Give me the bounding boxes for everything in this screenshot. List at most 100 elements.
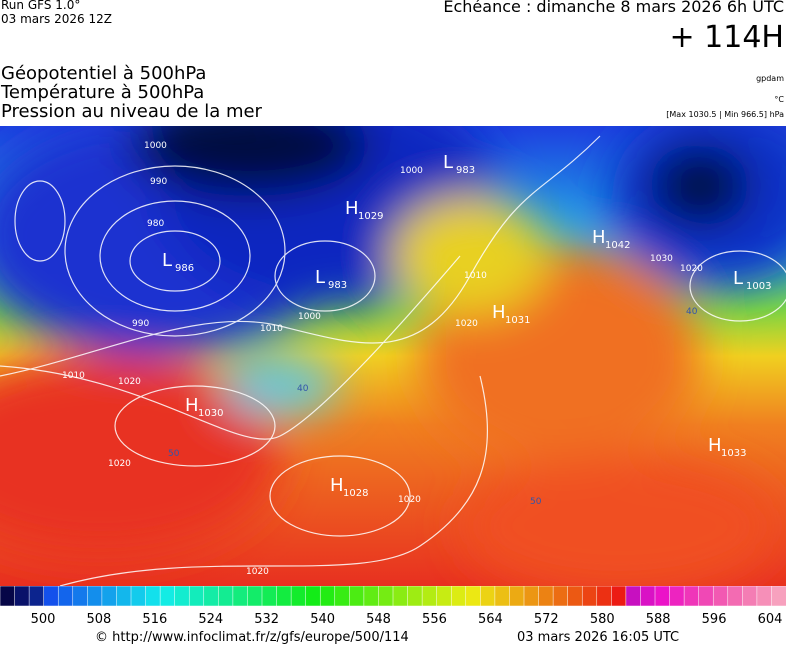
isobar-label: 1020 — [455, 319, 478, 329]
pressure-center-letter: H — [492, 302, 506, 323]
pressure-center-letter: H — [345, 198, 359, 219]
colorbar-label: 500 — [31, 612, 56, 627]
colorbar-label: 580 — [590, 612, 615, 627]
colorbar-swatch — [392, 586, 409, 607]
colorbar-swatch — [654, 586, 671, 607]
pressure-center-value: 1042 — [605, 240, 630, 251]
isobar-label: 1000 — [400, 166, 423, 176]
unit: °C — [774, 95, 784, 104]
colorbar-swatch — [247, 586, 263, 607]
colorbar-swatch — [159, 586, 176, 607]
isobar-label: 990 — [132, 319, 149, 329]
isobar-label: 1000 — [298, 312, 321, 322]
colorbar-swatch — [87, 586, 103, 607]
pressure-center-value: 1031 — [505, 315, 530, 326]
colorbar-swatch — [538, 586, 554, 607]
pressure-center-letter: L — [162, 250, 172, 271]
colorbar-swatch — [727, 586, 744, 607]
pressure-center-value: 1033 — [721, 448, 746, 459]
colorbar-swatch — [509, 586, 525, 607]
colorbar-swatch — [28, 586, 45, 607]
isobar-label: 40 — [686, 307, 698, 317]
source-url: © http://www.infoclimat.fr/z/gfs/europe/… — [95, 630, 409, 645]
colorbar-swatch — [290, 586, 307, 607]
colorbar-swatch — [625, 586, 642, 607]
field-title: Géopotentiel à 500hPa — [1, 63, 207, 84]
colorbar-swatch — [611, 586, 627, 607]
colorbar-swatch — [683, 586, 700, 607]
colorbar-swatch — [712, 586, 729, 607]
isobar-label: 50 — [530, 497, 542, 507]
colorbar-swatch — [581, 586, 598, 607]
colorbar-swatch — [334, 586, 351, 607]
run: Run GFS 1.0° — [1, 0, 81, 12]
colorbar-swatch — [756, 586, 773, 607]
pressure-center-letter: L — [733, 268, 743, 289]
colorbar-swatch — [188, 586, 205, 607]
colorbar-swatch — [72, 586, 89, 607]
isobar-label: 1000 — [144, 141, 167, 151]
colorbar-swatch — [349, 586, 365, 607]
colorbar-swatch — [480, 586, 496, 607]
colorbar-swatch — [494, 586, 511, 607]
colorbar-swatch — [742, 586, 758, 607]
isobar-label: 980 — [147, 219, 164, 229]
pressure-center-letter: H — [185, 395, 199, 416]
colorbar-swatch — [421, 586, 438, 607]
colorbar-swatch — [523, 586, 540, 607]
pressure-center-value: 1029 — [358, 211, 383, 222]
colorbar-swatch — [57, 586, 74, 607]
isobar-label: 1010 — [464, 271, 487, 281]
colorbar-swatch — [0, 586, 16, 607]
pressure-center-value: 983 — [456, 165, 475, 176]
colorbar-swatch — [465, 586, 482, 607]
colorbar-label: 596 — [702, 612, 727, 627]
isobar-label: 1030 — [650, 254, 673, 264]
pressure-center-letter: H — [708, 435, 722, 456]
unit: [Max 1030.5 | Min 966.5] hPa — [666, 110, 784, 119]
colorbar-swatch — [407, 586, 423, 607]
colorbar-swatch — [261, 586, 278, 607]
colorbar-swatch — [174, 586, 190, 607]
valid-time: Echéance : dimanche 8 mars 2026 6h UTC — [443, 0, 784, 16]
colorbar-swatch — [552, 586, 569, 607]
colorbar-label: 572 — [534, 612, 559, 627]
colorbar-swatch — [276, 586, 292, 607]
isobar-label: 40 — [297, 384, 309, 394]
colorbar-swatch — [436, 586, 452, 607]
colorbar-swatch — [567, 586, 583, 607]
colorbar-label: 564 — [478, 612, 503, 627]
colorbar-swatch — [669, 586, 685, 607]
isobar-label: 990 — [150, 177, 167, 187]
isobar-label: 1020 — [680, 264, 703, 274]
pressure-center-value: 1028 — [343, 488, 368, 499]
isobar-label: 1010 — [260, 324, 283, 334]
isobar-label: 1010 — [62, 371, 85, 381]
isobar-label: 1020 — [246, 567, 269, 577]
colorbar-swatch — [378, 586, 394, 607]
colorbar-swatch — [232, 586, 249, 607]
colorbar-swatch — [771, 586, 786, 607]
isobar-label: 1020 — [108, 459, 131, 469]
unit: gpdam — [756, 74, 784, 83]
colorbar-swatch — [218, 586, 234, 607]
pressure-center-value: 1003 — [746, 281, 771, 292]
colorbar-swatch — [130, 586, 147, 607]
lead-time: + 114H — [669, 20, 785, 55]
colorbar-swatch — [305, 586, 321, 607]
colorbar-swatch — [363, 586, 380, 607]
colorbar-swatch — [596, 586, 613, 607]
field-title: Pression au niveau de la mer — [1, 101, 262, 122]
colorbar-swatch — [101, 586, 118, 607]
colorbar-swatch — [698, 586, 714, 607]
colorbar-label: 588 — [646, 612, 671, 627]
colorbar-label: 508 — [87, 612, 112, 627]
pressure-center-letter: L — [443, 152, 453, 173]
run-date: 03 mars 2026 12Z — [1, 12, 112, 26]
colorbar-swatch — [145, 586, 161, 607]
colorbar-swatch — [116, 586, 132, 607]
colorbar-label: 516 — [142, 612, 167, 627]
colorbar-swatch — [319, 586, 336, 607]
